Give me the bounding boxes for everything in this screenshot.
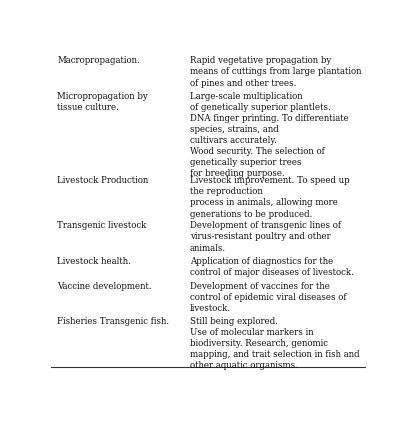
Text: Livestock health.: Livestock health. (57, 256, 131, 266)
Text: Vaccine development.: Vaccine development. (57, 282, 152, 291)
Text: Transgenic livestock: Transgenic livestock (57, 221, 147, 230)
Text: Rapid vegetative propagation by
means of cuttings from large plantation
of pines: Rapid vegetative propagation by means of… (190, 56, 361, 88)
Text: Fisheries Transgenic fish.: Fisheries Transgenic fish. (57, 317, 169, 326)
Text: Still being explored.
Use of molecular markers in
biodiversity. Research, genomi: Still being explored. Use of molecular m… (190, 317, 359, 370)
Text: Livestock Production: Livestock Production (57, 176, 149, 185)
Text: Development of vaccines for the
control of epidemic viral diseases of
livestock.: Development of vaccines for the control … (190, 282, 346, 313)
Text: Large-scale multiplication
of genetically superior plantlets.
DNA finger printin: Large-scale multiplication of geneticall… (190, 91, 348, 178)
Text: Micropropagation by
tissue culture.: Micropropagation by tissue culture. (57, 91, 148, 112)
Text: Application of diagnostics for the
control of major diseases of livestock.: Application of diagnostics for the contr… (190, 256, 354, 277)
Text: Development of transgenic lines of
virus-resistant poultry and other
animals.: Development of transgenic lines of virus… (190, 221, 341, 253)
Text: Livestock improvement. To speed up
the reproduction
process in animals, allowing: Livestock improvement. To speed up the r… (190, 176, 349, 218)
Text: Macropropagation.: Macropropagation. (57, 56, 140, 65)
